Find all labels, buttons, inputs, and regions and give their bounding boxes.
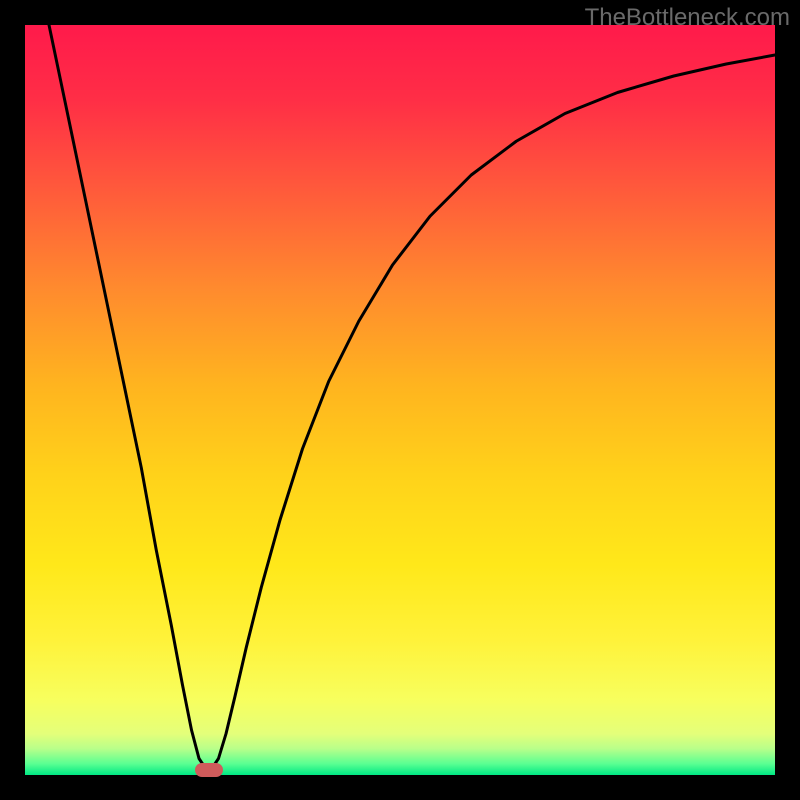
watermark-text: TheBottleneck.com — [585, 4, 790, 32]
minimum-marker — [195, 763, 223, 777]
chart-container: TheBottleneck.com — [0, 0, 800, 800]
plot-area — [25, 25, 775, 775]
curve-overlay — [25, 25, 775, 775]
bottleneck-curve — [49, 25, 775, 768]
